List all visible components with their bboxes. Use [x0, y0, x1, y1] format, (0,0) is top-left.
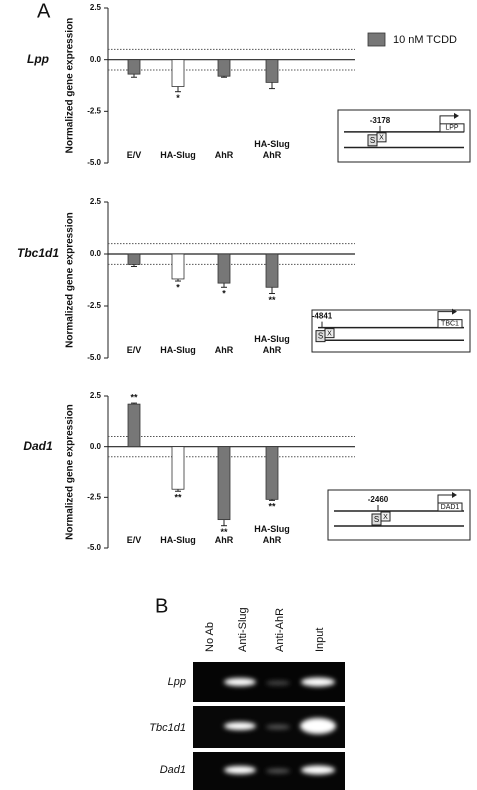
panel-label: B [155, 595, 168, 617]
significance-label: ** [174, 493, 182, 503]
bar [171, 59, 185, 87]
tss-arrow [439, 115, 454, 124]
y-tick-label: -2.5 [87, 492, 101, 501]
x-tick-label: AhR [214, 535, 234, 545]
tss-arrowhead [454, 112, 459, 119]
bar [265, 253, 279, 288]
y-tick-label: 2.5 [90, 391, 102, 400]
x-box [324, 328, 335, 339]
s-label: S [374, 515, 379, 524]
x-tick-label: E/V [126, 345, 142, 355]
significance-label: ** [130, 392, 138, 402]
gene-name: TBC1 [441, 320, 459, 327]
x-label: X [327, 330, 332, 337]
diagram-box [311, 309, 471, 353]
bar [127, 253, 141, 265]
significance-label: ** [268, 502, 276, 512]
gel-row-label: Tbc1d1 [149, 722, 186, 734]
y-axis-label: Normalized gene expression [65, 18, 76, 154]
y-tick-label: 0.0 [90, 442, 102, 451]
gene-box [437, 319, 463, 329]
bar [265, 59, 279, 83]
gene-label: Tbc1d1 [17, 246, 59, 260]
bar [127, 59, 141, 75]
bar [265, 446, 279, 500]
gene-label: Dad1 [23, 439, 53, 453]
y-tick-label: -5.0 [87, 543, 101, 552]
significance-label: ** [220, 527, 228, 537]
y-tick-label: -2.5 [87, 106, 101, 115]
y-tick-label: 2.5 [90, 3, 102, 12]
bar [171, 253, 185, 280]
y-axis-label: Normalized gene expression [65, 404, 76, 540]
x-tick-label: AhR [214, 150, 234, 160]
gene-box [437, 502, 463, 512]
x-tick-label: HA-Slug AhR [254, 334, 290, 355]
legend-label: 10 nM TCDD [393, 34, 457, 46]
gene-name: LPP [445, 125, 459, 132]
s-label: S [318, 332, 323, 341]
significance-label: * [176, 93, 180, 103]
x-box [376, 132, 387, 143]
significance-label: ** [268, 295, 276, 305]
tss-arrow [437, 494, 452, 503]
tss-arrow [437, 311, 452, 320]
y-tick-label: -2.5 [87, 301, 101, 310]
bar [217, 446, 231, 521]
gel-column-label: Anti-Slug [237, 607, 249, 652]
x-box [380, 511, 391, 522]
site-position: -3178 [370, 116, 391, 125]
x-tick-label: HA-Slug [160, 150, 196, 160]
x-tick-label: AhR [214, 345, 234, 355]
tss-arrowhead [452, 492, 457, 498]
bar [171, 446, 185, 490]
site-position: -4841 [312, 312, 333, 321]
panel-label: A [37, 0, 51, 22]
x-tick-label: HA-Slug [160, 345, 196, 355]
legend-swatch [367, 32, 386, 47]
gene-box [439, 123, 465, 133]
site-position: -2460 [368, 495, 389, 504]
significance-label: * [222, 289, 226, 299]
x-label: X [379, 135, 384, 142]
diagram-box [337, 109, 471, 163]
gel-column-label: Anti-AhR [274, 608, 286, 652]
gel-image [193, 662, 345, 790]
x-tick-label: HA-Slug [160, 535, 196, 545]
significance-label: * [176, 282, 180, 292]
y-tick-label: -5.0 [87, 158, 101, 167]
gel-column-label: No Ab [204, 622, 216, 652]
diagram-box [327, 489, 471, 541]
bar [217, 59, 231, 77]
tss-arrowhead [452, 308, 457, 315]
x-tick-label: E/V [126, 150, 142, 160]
y-tick-label: 0.0 [90, 55, 102, 64]
y-axis-label: Normalized gene expression [65, 212, 76, 348]
bar [127, 403, 141, 448]
x-tick-label: HA-Slug AhR [254, 524, 290, 545]
gene-label: Lpp [27, 52, 49, 66]
bar [217, 253, 231, 284]
x-tick-label: E/V [126, 535, 142, 545]
x-label: X [383, 514, 388, 521]
x-tick-label: HA-Slug AhR [254, 139, 290, 160]
y-tick-label: 2.5 [90, 197, 102, 206]
s-label: S [370, 136, 375, 145]
gene-name: DAD1 [441, 504, 460, 511]
gel-row-label: Lpp [168, 676, 186, 688]
y-tick-label: 0.0 [90, 249, 102, 258]
gel-row-label: Dad1 [160, 764, 186, 776]
gel-column-label: Input [314, 628, 326, 652]
y-tick-label: -5.0 [87, 353, 101, 362]
